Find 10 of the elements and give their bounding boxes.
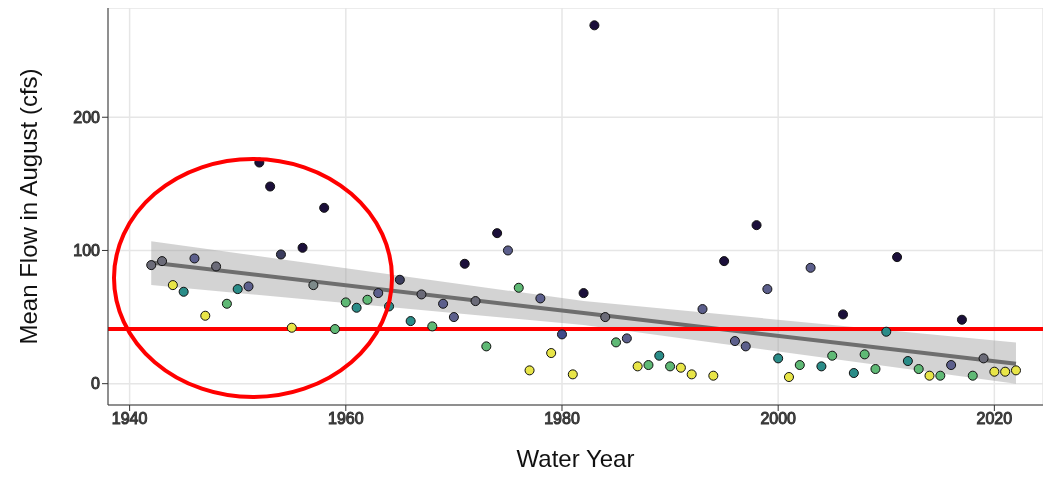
y-axis-title: Mean Flow in August (cfs) — [14, 68, 42, 345]
x-tick-label: 1940 — [111, 410, 148, 428]
x-tick-label: 1960 — [328, 410, 364, 428]
x-tick-label: 1980 — [544, 410, 580, 428]
x-tick-label: 2020 — [976, 410, 1013, 428]
y-tick-label: 0 — [91, 375, 101, 393]
x-axis-title: Water Year — [516, 445, 635, 472]
y-tick-label: 200 — [73, 108, 101, 126]
x-tick-label: 2000 — [760, 410, 797, 428]
y-tick-label: 100 — [73, 242, 101, 260]
